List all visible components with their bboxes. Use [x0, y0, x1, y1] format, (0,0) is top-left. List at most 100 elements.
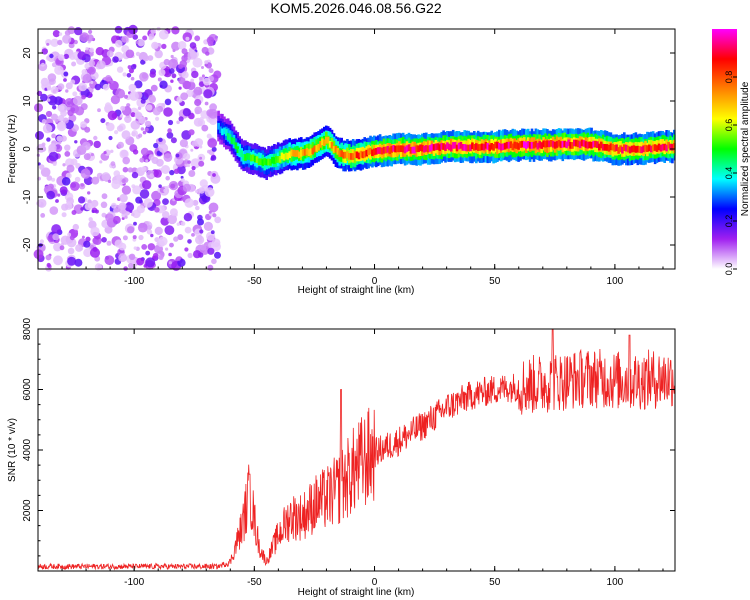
spectrogram-ridge-cell: [236, 146, 240, 153]
spectrogram-ridge-cell: [482, 143, 486, 151]
spectrogram-ridge-cell: [644, 144, 647, 152]
spectrogram-ridge-cell: [576, 140, 580, 148]
spectrogram-noise-cell: [214, 251, 221, 259]
spectrogram-noise-cell: [122, 166, 129, 173]
spectrogram-noise-cell: [169, 169, 175, 176]
spectrogram-noise-cell: [66, 164, 75, 173]
spectrogram-noise-cell: [128, 24, 138, 35]
spectrogram-noise-cell: [134, 111, 143, 119]
spectrogram-noise-cell: [180, 175, 184, 179]
spectrogram-noise-cell: [163, 107, 173, 117]
spectrogram-ridge-cell: [280, 152, 284, 160]
spectrogram-noise-cell: [140, 59, 146, 65]
spectrogram-noise-cell: [53, 242, 62, 252]
spectrogram-noise-cell: [184, 226, 192, 234]
spectrogram-ridge-cell: [228, 134, 232, 142]
spectrogram-noise-cell: [161, 103, 166, 107]
spectrogram-noise-cell: [141, 166, 147, 172]
spectrogram-noise-cell: [140, 147, 149, 156]
spectrogram-ridge-cell: [459, 142, 463, 149]
spectrogram-noise-cell: [136, 205, 145, 214]
figure-title: KOM5.2026.046.08.56.G22: [270, 0, 441, 16]
spectrogram-noise-cell: [59, 245, 65, 251]
spectrogram-noise-cell: [206, 133, 212, 139]
spectrogram-noise-cell: [70, 79, 76, 85]
spectrogram-noise-cell: [147, 225, 152, 230]
spectrogram-noise-cell: [210, 230, 215, 235]
spectrogram-noise-cell: [137, 222, 148, 233]
spectrogram-noise-cell: [115, 39, 123, 48]
spectrogram-ridge-cell: [546, 140, 549, 148]
spectrogram-noise-cell: [117, 141, 124, 149]
spectrogram-noise-cell: [127, 263, 134, 269]
spectrogram-noise-cell: [148, 94, 156, 102]
spectrogram-noise-cell: [45, 254, 52, 261]
spectrogram-xtick-label: 100: [607, 276, 624, 287]
spectrogram-noise-cell: [101, 212, 107, 218]
spectrogram-noise-cell: [57, 83, 65, 90]
spectrogram-noise-cell: [46, 262, 51, 268]
spectrogram-ridge-cell: [588, 141, 591, 149]
spectrogram-ridge-cell: [240, 150, 243, 157]
spectrogram-noise-cell: [72, 95, 83, 106]
spectrogram-noise-cell: [188, 129, 195, 136]
spectrogram-noise-cell: [171, 41, 181, 51]
spectrogram-noise-cell: [187, 50, 198, 60]
spectrogram-noise-cell: [131, 171, 139, 179]
spectrogram-noise-cell: [176, 120, 180, 125]
spectrogram-noise-cell: [185, 36, 190, 41]
spectrogram-noise-cell: [142, 35, 148, 41]
spectrogram-noise-cell: [140, 98, 146, 104]
spectrogram-ridge-cell: [646, 145, 649, 152]
spectrogram-ridge-cell: [636, 145, 640, 153]
spectrogram-ridge-cell: [298, 151, 301, 159]
spectrogram-ridge-cell: [567, 139, 570, 147]
spectrogram-noise-cell: [199, 179, 208, 188]
spectrogram-noise-cell: [83, 240, 91, 248]
spectrogram-ridge-cell: [275, 156, 278, 163]
spectrogram-noise-cell: [81, 235, 85, 239]
spectrogram-noise-cell: [69, 235, 75, 241]
spectrogram-noise-cell: [89, 47, 95, 53]
spectrogram-ridge-cell: [467, 144, 470, 152]
spectrogram-ridge-cell: [261, 159, 265, 166]
spectrogram-noise-cell: [199, 156, 203, 160]
spectrogram-noise-cell: [75, 106, 85, 116]
spectrogram-ridge-cell: [357, 152, 361, 160]
spectrogram-noise-cell: [212, 173, 216, 177]
spectrogram-ridge-cell: [473, 144, 476, 151]
spectrogram-noise-cell: [94, 209, 99, 214]
spectrogram-ridge-cell: [542, 140, 545, 148]
spectrogram-ridge-cell: [367, 148, 370, 156]
spectrogram-ridge-cell: [351, 153, 355, 160]
spectrogram-noise-cell: [207, 247, 215, 255]
snr-xtick-label: 100: [607, 577, 624, 588]
spectrogram-noise-cell: [147, 55, 154, 61]
spectrogram-ridge-cell: [355, 151, 359, 159]
spectrogram-noise-cell: [51, 177, 56, 182]
spectrogram-noise-cell: [142, 54, 150, 62]
spectrogram-ridge-cell: [348, 153, 351, 160]
spectrogram-ridge-cell: [538, 141, 541, 148]
spectrogram-ridge-cell: [284, 152, 288, 160]
spectrogram-noise-cell: [133, 246, 137, 250]
spectrogram-ridge-cell: [244, 154, 247, 161]
spectrogram-ridge-cell: [457, 142, 461, 150]
spectrogram-ridge-cell: [630, 145, 634, 153]
spectrogram-noise-cell: [89, 52, 94, 57]
spectrogram-noise-cell: [42, 123, 53, 134]
spectrogram-ridge-cell: [553, 142, 557, 149]
spectrogram-ridge-cell: [411, 146, 415, 154]
spectrogram-ridge-cell: [296, 150, 299, 157]
spectrogram-ridge-cell: [551, 140, 555, 148]
spectrogram-noise-cell: [61, 212, 67, 218]
spectrogram-noise-cell: [67, 247, 75, 255]
spectrogram-ridge-cell: [590, 141, 593, 149]
spectrogram-noise-cell: [158, 69, 166, 76]
spectrogram-ridge-cell: [286, 152, 290, 160]
spectrogram-noise-cell: [51, 133, 56, 139]
spectrogram-ridge-cell: [342, 151, 345, 159]
spectrogram-ridge-cell: [290, 149, 293, 157]
spectrogram-noise-cell: [142, 180, 152, 190]
spectrogram-ridge-cell: [605, 144, 609, 151]
